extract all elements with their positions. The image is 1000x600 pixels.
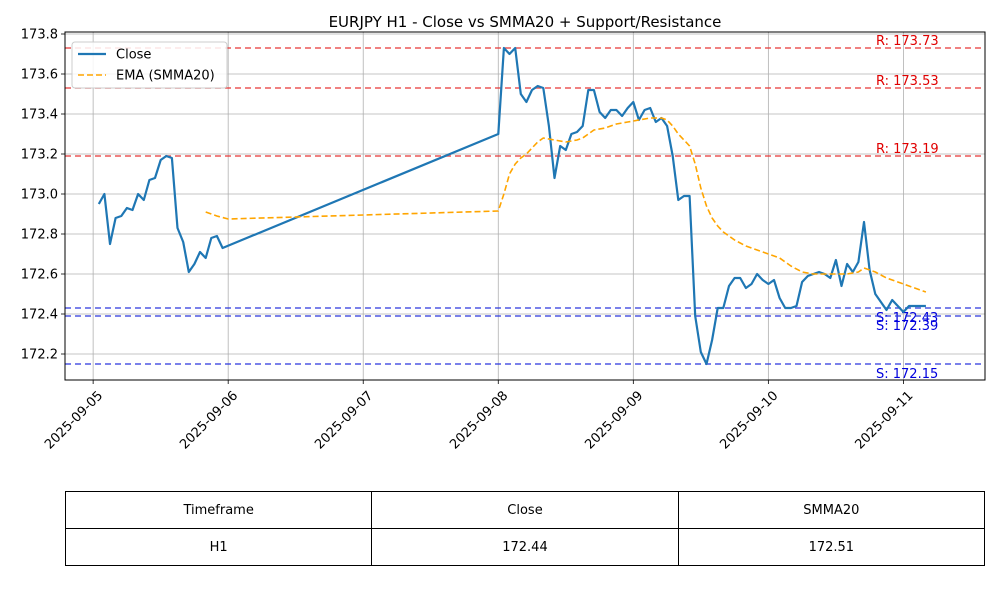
y-tick-label: 172.8 [21, 228, 58, 243]
resistance-label: R: 173.19 [876, 142, 939, 157]
y-tick-label: 173.2 [21, 148, 58, 163]
table-header-close: Close [371, 491, 679, 529]
table-header-row: Timeframe Close SMMA20 [64, 491, 986, 529]
legend: Close EMA (SMMA20) [71, 41, 228, 89]
series-lines [97, 46, 927, 366]
table-header-smma20: SMMA20 [677, 491, 986, 529]
x-tick-label: 2025-09-06 [177, 388, 241, 452]
y-tick-label: 172.6 [21, 268, 58, 283]
support-label: S: 172.39 [876, 319, 938, 334]
legend-label-smma20: EMA (SMMA20) [116, 69, 215, 84]
legend-box [71, 41, 228, 89]
x-tick-label: 2025-09-08 [447, 388, 511, 452]
plot-frame [64, 31, 986, 381]
x-tick-label: 2025-09-11 [852, 388, 916, 452]
resistance-label: R: 173.53 [876, 74, 939, 89]
x-tick-label: 2025-09-09 [582, 388, 646, 452]
y-tick-label: 173.4 [21, 108, 58, 123]
resistance-label: R: 173.73 [876, 34, 939, 49]
summary-table: Timeframe Close SMMA20 H1 172.44 172.51 [64, 491, 986, 566]
support-label: S: 172.15 [876, 367, 938, 382]
table-cell-timeframe: H1 [64, 528, 373, 566]
table-cell-smma20: 172.51 [677, 528, 986, 566]
smma20-series-line [205, 117, 927, 293]
support-label: S: 172.43 [876, 311, 938, 326]
x-tick-label: 2025-09-07 [312, 388, 376, 452]
y-tick-label: 172.4 [21, 308, 58, 323]
y-tick-label: 173.0 [21, 188, 58, 203]
table-row: H1 172.44 172.51 [64, 528, 986, 566]
x-tick-label: 2025-09-05 [42, 388, 106, 452]
x-tick-label: 2025-09-10 [717, 388, 781, 452]
y-tick-label: 173.6 [21, 68, 58, 83]
table-cell-close: 172.44 [371, 528, 679, 566]
chart-title: EURJPY H1 - Close vs SMMA20 + Support/Re… [329, 13, 722, 31]
table-header-timeframe: Timeframe [64, 491, 373, 529]
close-series-line [97, 46, 926, 366]
axes: 172.2 172.4 172.6 172.8 173.0 173.2 173.4 173.6… [21, 28, 986, 452]
y-tick-label: 172.2 [21, 348, 58, 363]
legend-label-close: Close [116, 48, 151, 63]
y-tick-label: 173.8 [21, 28, 58, 43]
